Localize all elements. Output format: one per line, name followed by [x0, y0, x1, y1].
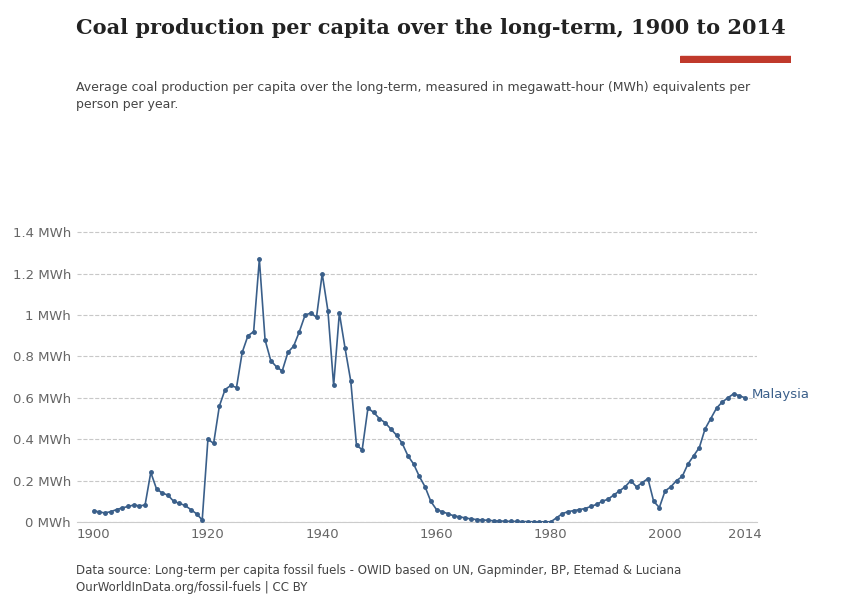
Text: Data source: Long-term per capita fossil fuels - OWID based on UN, Gapminder, BP: Data source: Long-term per capita fossil… [76, 564, 682, 594]
Text: Our World: Our World [706, 21, 765, 31]
Text: Malaysia: Malaysia [752, 388, 810, 401]
Text: Coal production per capita over the long-term, 1900 to 2014: Coal production per capita over the long… [76, 18, 786, 38]
Bar [680, 56, 790, 63]
Text: Average coal production per capita over the long-term, measured in megawatt-hour: Average coal production per capita over … [76, 81, 751, 111]
Text: in Data: in Data [714, 38, 756, 49]
